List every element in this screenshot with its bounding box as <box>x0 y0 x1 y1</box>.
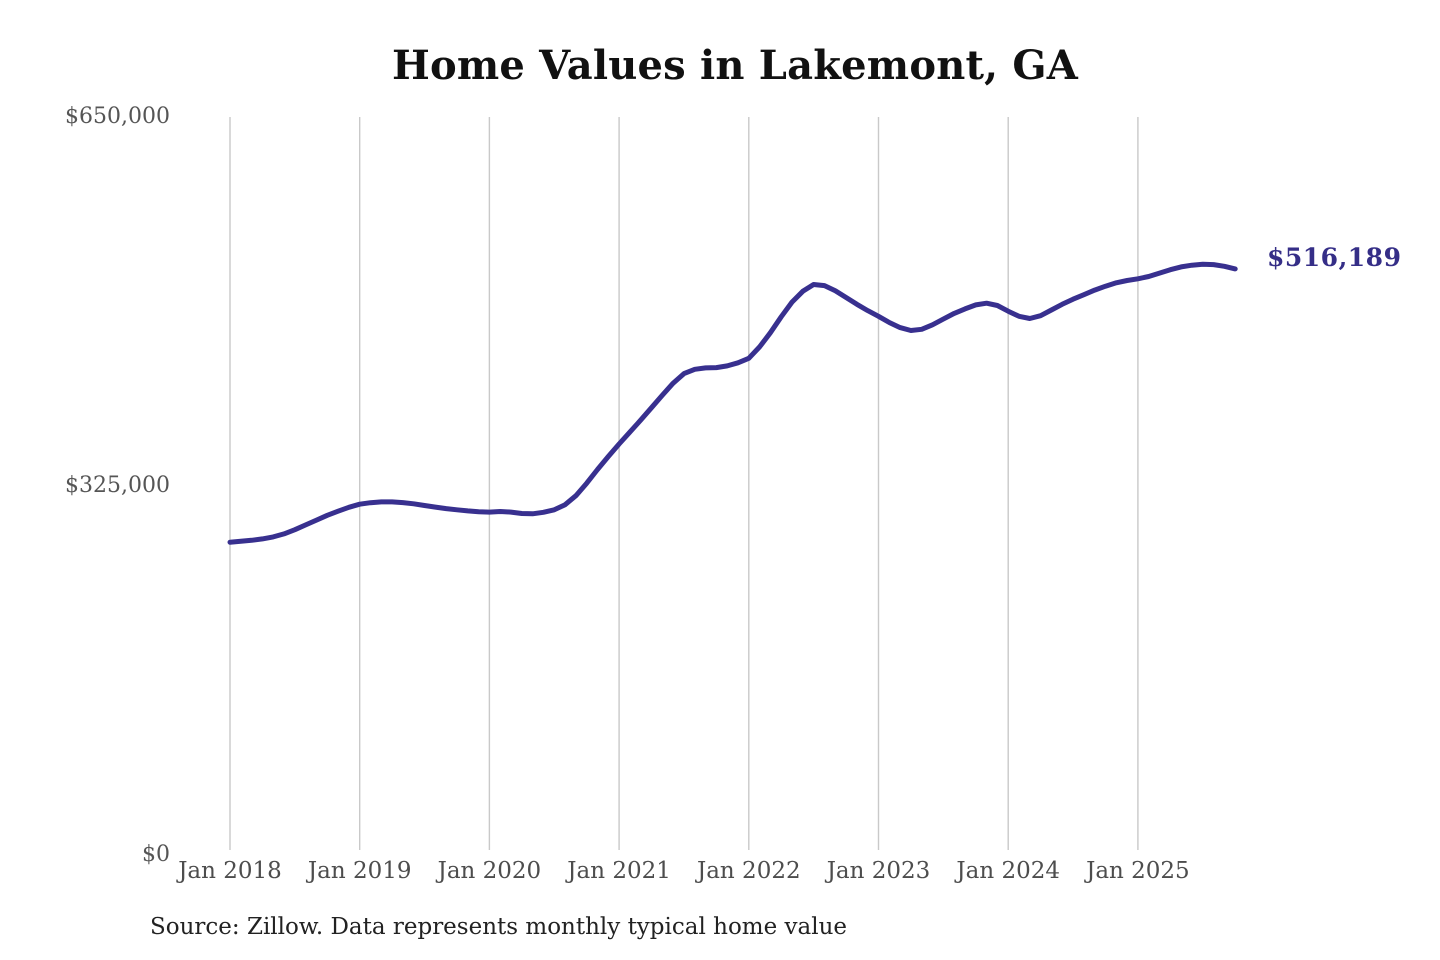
gridlines <box>229 117 1139 850</box>
source-note: Source: Zillow. Data represents monthly … <box>150 914 848 940</box>
latest-value-label: $516,189 <box>1267 243 1402 272</box>
x-tick-label-jan-2020: Jan 2020 <box>437 858 542 884</box>
x-tick-label-jan-2025: Jan 2025 <box>1086 858 1190 884</box>
x-axis: Jan 2018 Jan 2019 Jan 2020 Jan 2021 Jan 2022… <box>0 858 1440 892</box>
x-tick-label-jan-2022: Jan 2022 <box>697 858 801 884</box>
y-tick-label-325000: $325,000 <box>65 473 170 498</box>
y-tick-label-0: $0 <box>142 842 170 867</box>
x-tick-label-jan-2018: Jan 2018 <box>178 858 282 884</box>
x-tick-label-jan-2023: Jan 2023 <box>826 858 931 884</box>
home-value-line <box>227 261 1238 545</box>
x-tick-label-jan-2019: Jan 2019 <box>307 858 412 884</box>
y-tick-label-650000: $650,000 <box>65 104 170 129</box>
x-tick-label-jan-2021: Jan 2021 <box>567 858 671 884</box>
x-tick-label-jan-2024: Jan 2024 <box>956 858 1060 884</box>
chart-title: Home Values in Lakemont, GA <box>391 42 1079 89</box>
